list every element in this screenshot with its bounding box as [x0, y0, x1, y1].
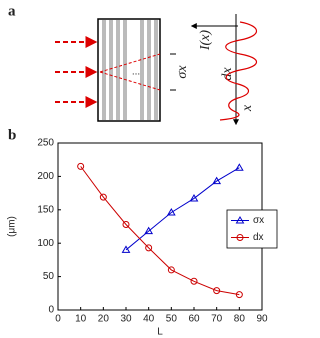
point — [212, 176, 222, 185]
point — [213, 287, 221, 295]
input-arrows — [55, 36, 98, 108]
legend-label: σx — [253, 215, 264, 226]
point — [145, 244, 153, 252]
beam-spread — [99, 53, 161, 91]
x-tick-label: 10 — [75, 314, 87, 325]
y-tick-label: 50 — [43, 271, 55, 282]
point — [234, 163, 244, 171]
x-axis-label: L — [157, 327, 163, 338]
legend — [226, 209, 278, 249]
series-line — [125, 167, 240, 251]
x-tick-label: 80 — [234, 314, 246, 325]
series-line — [80, 166, 240, 296]
x-tick-label: 90 — [256, 314, 268, 325]
y-tick-label: 150 — [37, 204, 54, 215]
x-tick-label: 20 — [98, 314, 110, 325]
width-bracket — [170, 53, 176, 91]
point — [77, 162, 85, 170]
y-tick-label: 250 — [37, 138, 54, 149]
legend-marker — [235, 216, 245, 224]
panel-label: b — [8, 127, 16, 143]
point — [189, 193, 199, 202]
point — [190, 277, 198, 285]
ellipsis: ... — [132, 67, 140, 78]
intensity-profile — [219, 21, 258, 121]
panel-label: a — [8, 3, 16, 19]
point — [235, 291, 243, 299]
point — [122, 220, 130, 228]
x-tick-label: 40 — [143, 314, 155, 325]
y-axis-label: (μm) — [7, 216, 18, 237]
legend-label: dx — [253, 232, 264, 243]
x-tick-label: 30 — [120, 314, 132, 325]
spacing-label: dx — [220, 67, 235, 81]
x-tick-label: 50 — [166, 314, 178, 325]
point — [144, 226, 154, 235]
x-tick-label: 60 — [188, 314, 200, 325]
y-tick-label: 100 — [37, 238, 54, 249]
point — [166, 207, 176, 216]
point — [121, 245, 131, 253]
figure: a ... σx I(x) dx x b 0 10 20 30 40 50 60 70 80 90… — [7, 3, 278, 338]
waveguides — [102, 20, 158, 120]
width-label: σx — [175, 65, 190, 79]
point — [99, 193, 107, 201]
intensity-label: I(x) — [198, 30, 213, 52]
y-tick-label: 0 — [48, 305, 54, 316]
point — [167, 266, 175, 274]
legend-marker — [236, 234, 244, 241]
y-tick-label: 200 — [37, 171, 54, 182]
x-tick-label: 0 — [55, 314, 61, 325]
x-tick-label: 70 — [211, 314, 223, 325]
axis-label: x — [240, 104, 255, 112]
panel-a: a ... σx I(x) dx x — [8, 3, 258, 126]
